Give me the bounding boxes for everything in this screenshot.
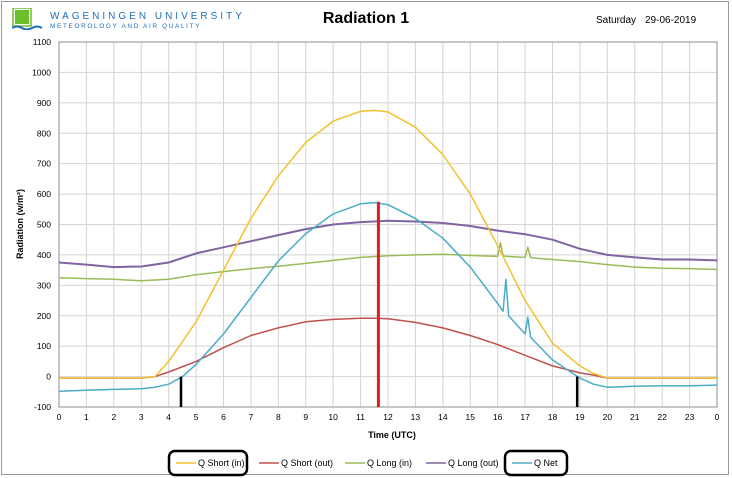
y-tick-label: 200 [37,311,51,321]
wur-logo-icon [12,8,43,30]
series-line-q-short-out [59,317,717,379]
y-tick-label: 600 [37,189,51,199]
x-axis-label: Time (UTC) [368,430,416,440]
x-axis-ticks: 0 1 2 3 4 5 6 7 8 9 10 11 12 13 14 15 16 17 18 19 20 21 22 23 0 [57,412,720,422]
x-tick-label: 18 [548,412,558,422]
x-tick-label: 0 [57,412,62,422]
y-tick-label: 900 [37,98,51,108]
legend-highlight-box [503,449,569,477]
department-name: METEOROLOGY AND AIR QUALITY [50,23,202,30]
x-tick-label: 3 [139,412,144,422]
university-name: WAGENINGEN UNIVERSITY [50,11,245,22]
x-tick-label: 0 [715,412,720,422]
x-tick-label: 15 [466,412,476,422]
x-tick-label: 6 [221,412,226,422]
x-tick-label: 11 [356,412,365,422]
x-tick-label: 17 [520,412,530,422]
x-tick-label: 19 [575,412,585,422]
x-tick-label: 4 [166,412,171,422]
series-line-q-long-out [58,219,718,269]
y-tick-label: 700 [37,159,51,169]
legend-label-q-short-in: Q Short (in) [198,458,245,468]
y-tick-label: 100 [37,341,51,351]
series-line-q-long-in [58,242,718,282]
x-tick-label: 5 [194,412,199,422]
y-tick-label: 800 [37,128,51,138]
y-tick-label: 500 [37,220,51,230]
y-tick-label: 400 [37,250,51,260]
marker-lines [179,201,579,407]
y-axis-label: Radiation (w/m²) [15,189,25,259]
legend-label-q-net: Q Net [534,458,558,468]
x-tick-label: 8 [276,412,281,422]
y-tick-label: -100 [34,402,51,412]
x-tick-label: 9 [303,412,308,422]
legend-label-q-long-in: Q Long (in) [367,458,412,468]
series-line-q-short-in [59,109,717,379]
series-line-q-net [58,201,718,392]
y-tick-label: 1000 [32,67,51,77]
legend-label-q-short-out: Q Short (out) [281,458,333,468]
y-tick-label: 300 [37,280,51,290]
x-tick-label: 10 [328,412,338,422]
x-tick-label: 14 [438,412,448,422]
x-tick-label: 7 [249,412,254,422]
x-tick-label: 22 [657,412,667,422]
legend-highlight-box [167,449,249,477]
plot-area-border [58,41,718,408]
y-tick-label: 1100 [33,37,52,47]
legend: Q Short (in) Q Short (out) Q Long (in) Q Lo… [167,449,569,477]
x-tick-label: 12 [383,412,393,422]
weekday-label: Saturday [596,15,637,26]
y-tick-label: 0 [46,372,51,382]
y-axis-ticks: -100 0 100 200 300 400 500 600 700 800 900 1000 1100 [32,37,51,412]
series-lines [58,109,718,392]
x-tick-label: 2 [111,412,116,422]
x-tick-label: 23 [685,412,695,422]
date-label: 29-06-2019 [645,15,697,26]
legend-label-q-long-out: Q Long (out) [448,458,499,468]
grid-lines [58,41,718,408]
x-tick-label: 16 [493,412,503,422]
x-tick-label: 21 [630,412,640,422]
x-tick-label: 13 [411,412,421,422]
x-tick-label: 1 [84,412,89,422]
chart-title: Radiation 1 [322,10,410,27]
x-tick-label: 20 [603,412,613,422]
